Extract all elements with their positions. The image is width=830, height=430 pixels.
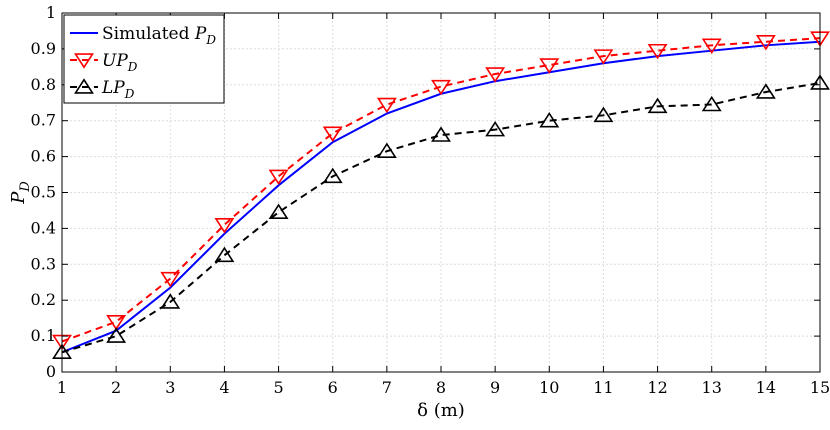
x-tick-label: 8 xyxy=(436,378,446,397)
data-point xyxy=(74,78,94,94)
x-tick-label: 12 xyxy=(647,378,667,397)
x-tick-label: 4 xyxy=(219,378,229,397)
data-point xyxy=(755,34,776,51)
data-point xyxy=(539,58,560,74)
series-line xyxy=(61,82,821,354)
data-point xyxy=(647,97,668,114)
legend-label-sub: D xyxy=(205,33,216,47)
x-tick-label: 14 xyxy=(756,378,776,397)
data-point xyxy=(322,167,343,184)
data-point xyxy=(539,111,560,128)
x-tick-label: 7 xyxy=(382,378,392,397)
data-point xyxy=(431,126,451,142)
data-point xyxy=(431,79,451,96)
legend-label: Simulated PD xyxy=(102,24,216,47)
y-tick-label: 0.8 xyxy=(31,75,56,94)
legend-item: UPD xyxy=(70,51,138,74)
y-axis-label-symbol: P xyxy=(8,191,29,205)
data-point xyxy=(647,43,668,60)
legend-label-prefix: Simulated xyxy=(102,24,195,44)
data-point xyxy=(376,142,397,158)
legend-label-symbol: LP xyxy=(101,78,125,98)
x-axis-label-text: δ (m) xyxy=(417,400,465,421)
y-axis-label-text: PD xyxy=(8,181,33,205)
y-tick-label: 0 xyxy=(46,362,56,381)
y-tick-label: 0.4 xyxy=(31,218,56,237)
y-axis-label-sub: D xyxy=(18,181,33,193)
x-tick-label: 11 xyxy=(593,378,613,397)
y-tick-label: 0.9 xyxy=(31,39,56,58)
y-tick-label: 0.7 xyxy=(31,111,56,130)
legend-label-symbol: P xyxy=(194,24,207,44)
x-axis-label: δ (m) xyxy=(417,400,465,421)
data-point xyxy=(322,126,343,142)
data-point xyxy=(106,327,127,343)
y-tick-label: 0.3 xyxy=(31,254,56,273)
legend-box xyxy=(63,14,225,104)
data-point xyxy=(268,203,289,219)
legend-item: Simulated PD xyxy=(70,24,216,47)
data-point xyxy=(74,53,94,69)
y-tick-label: 0.1 xyxy=(31,326,56,345)
axis-ticks: 1 2 3 4 5 6 7 8 9 10 11 12 13 14 1500.10.20.30.40.50.6… xyxy=(31,3,830,397)
y-tick-label: 0.2 xyxy=(31,290,56,309)
data-point xyxy=(106,314,127,331)
data-point xyxy=(701,95,722,112)
x-tick-label: 13 xyxy=(702,378,722,397)
data-point xyxy=(755,83,776,99)
data-point xyxy=(485,120,506,137)
legend-label-sub: D xyxy=(124,87,135,101)
series-3 xyxy=(52,74,830,360)
legend-label: UPD xyxy=(102,51,138,74)
data-point xyxy=(160,293,181,309)
series-2 xyxy=(52,31,830,351)
data-point xyxy=(485,67,506,83)
data-point xyxy=(593,49,614,65)
data-point xyxy=(376,97,397,114)
data-point xyxy=(593,106,614,123)
data-point xyxy=(160,271,181,288)
y-tick-label: 0.6 xyxy=(31,147,56,166)
y-tick-label: 1 xyxy=(46,3,56,22)
y-axis-label: PD xyxy=(8,181,33,205)
x-tick-label: 3 xyxy=(165,378,175,397)
legend-label: LPD xyxy=(101,78,135,101)
plot-series xyxy=(52,31,830,360)
x-tick-label: 9 xyxy=(490,378,500,397)
x-tick-label: 6 xyxy=(328,378,338,397)
x-tick-label: 5 xyxy=(273,378,283,397)
data-point xyxy=(701,38,722,55)
data-point xyxy=(214,218,235,234)
legend-label-symbol: UP xyxy=(102,51,128,71)
legend-label-sub: D xyxy=(127,60,138,74)
x-tick-label: 1 xyxy=(57,378,67,397)
data-point xyxy=(214,246,235,263)
legend-item: LPD xyxy=(70,78,135,101)
x-tick-label: 10 xyxy=(539,378,559,397)
x-tick-label: 15 xyxy=(810,378,830,397)
data-point xyxy=(268,169,289,186)
y-tick-label: 0.5 xyxy=(31,183,56,202)
x-tick-label: 2 xyxy=(111,378,121,397)
